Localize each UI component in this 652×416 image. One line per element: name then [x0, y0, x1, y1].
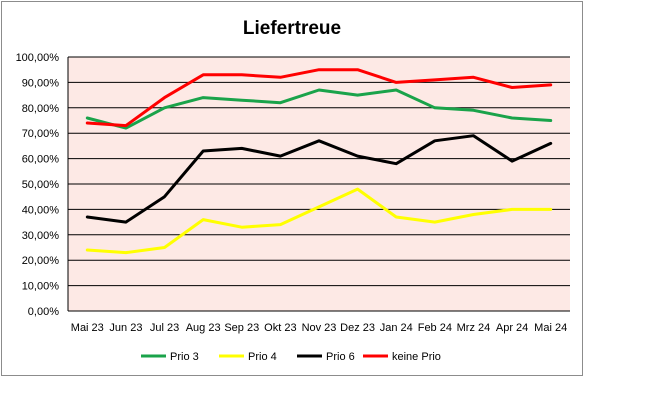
series-line	[85, 68, 553, 128]
x-tick-label: Jul 23	[150, 322, 179, 334]
series-line	[85, 187, 553, 255]
y-axis: 0,00% 10,00% 20,00% 30,00% 40,00% 50,00% 60,00…	[16, 52, 69, 318]
x-tick-label: Jan 24	[380, 322, 413, 334]
y-tick-label: 70,00%	[22, 128, 60, 140]
y-tick-label: 30,00%	[22, 230, 60, 242]
y-tick-label: 90,00%	[22, 77, 60, 89]
x-tick-label: Okt 23	[264, 322, 296, 334]
series-line	[85, 88, 553, 130]
chart-title: Liefertreue	[243, 18, 341, 39]
series-lines	[85, 68, 553, 255]
x-tick-label: Mai 23	[71, 322, 104, 334]
legend-label: keine Prio	[392, 351, 441, 363]
x-tick-label: Jun 23	[109, 322, 142, 334]
x-tick-label: Apr 24	[496, 322, 528, 334]
y-tick-label: 50,00%	[22, 179, 60, 191]
x-tick-label: Feb 24	[418, 322, 452, 334]
x-tick-label: Mrz 24	[457, 322, 491, 334]
x-tick-label: Dez 23	[340, 322, 375, 334]
x-tick-label: Mai 24	[534, 322, 567, 334]
y-tick-label: 0,00%	[28, 306, 59, 318]
y-tick-label: 40,00%	[22, 204, 60, 216]
y-tick-label: 80,00%	[22, 103, 60, 115]
legend-label: Prio 6	[326, 351, 355, 363]
x-axis: Mai 23 Jun 23 Jul 23 Aug 23 Sep 23 Okt 23 Nov …	[71, 322, 567, 334]
x-tick-label: Nov 23	[302, 322, 337, 334]
y-tick-label: 20,00%	[22, 255, 60, 267]
legend-label: Prio 3	[170, 351, 199, 363]
series-line	[85, 134, 553, 224]
x-tick-label: Aug 23	[186, 322, 221, 334]
legend: Prio 3 Prio 4 Prio 6 keine Prio	[141, 351, 441, 363]
legend-label: Prio 4	[248, 351, 277, 363]
gridlines	[68, 56, 570, 312]
x-tick-label: Sep 23	[224, 322, 259, 334]
y-tick-label: 60,00%	[22, 154, 60, 166]
y-tick-label: 100,00%	[16, 52, 60, 64]
y-tick-label: 10,00%	[22, 281, 60, 293]
